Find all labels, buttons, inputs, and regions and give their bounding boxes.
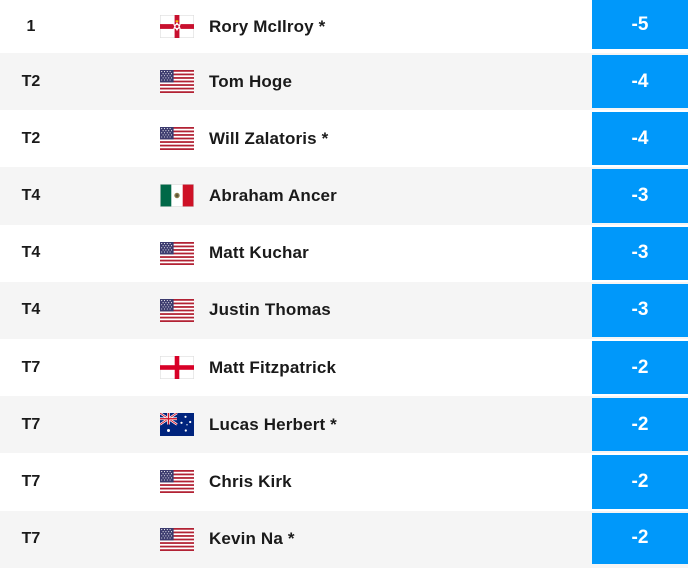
score-badge: -3 [592, 169, 688, 223]
leaderboard-row[interactable]: T2 Tom Hoge -4 [0, 53, 688, 111]
flag-england-icon [160, 356, 194, 380]
position-label: T2 [21, 72, 41, 90]
player-name: Kevin Na * [209, 529, 295, 549]
position-label: T4 [21, 186, 41, 204]
flag-usa-icon [160, 127, 194, 151]
position-label: T4 [21, 244, 41, 262]
player-name: Chris Kirk [209, 471, 292, 491]
score-badge: -3 [592, 283, 688, 337]
score-badge: -2 [592, 340, 688, 395]
score-badge: -5 [592, 0, 688, 49]
player-name: Lucas Herbert * [209, 414, 337, 434]
score-badge: -4 [592, 55, 688, 109]
leaderboard-row[interactable]: T7 Kevin Na * -2 [0, 510, 688, 568]
flag-usa-icon [160, 241, 194, 265]
position-label: T7 [21, 358, 41, 376]
score-badge: -2 [592, 512, 688, 564]
flag-usa-icon [160, 527, 194, 551]
score-badge: -2 [592, 398, 688, 452]
leaderboard-row[interactable]: T7 Matt Fitzpatrick -2 [0, 339, 688, 396]
player-name: Tom Hoge [209, 71, 293, 91]
position-label: 1 [26, 17, 36, 35]
leaderboard-row[interactable]: T7 Lucas Herbert * -2 [0, 396, 688, 454]
flag-usa-icon [160, 70, 194, 94]
score-badge: -2 [592, 455, 688, 509]
score-badge: -3 [592, 226, 688, 280]
player-name: Abraham Ancer [209, 185, 337, 205]
position-label: T7 [21, 472, 41, 490]
leaderboard-row[interactable]: T4 Matt Kuchar -3 [0, 225, 688, 282]
leaderboard-row[interactable]: 1 Rory McIlroy * -5 [0, 0, 688, 53]
player-name: Will Zalatoris * [209, 128, 329, 148]
leaderboard-row[interactable]: T4 Abraham Ancer -3 [0, 167, 688, 225]
player-name: Matt Kuchar [209, 243, 309, 263]
flag-usa-icon [160, 470, 194, 494]
position-label: T7 [21, 530, 41, 548]
player-name: Rory McIlroy * [209, 16, 326, 36]
leaderboard-row[interactable]: T7 Chris Kirk -2 [0, 453, 688, 510]
score-badge: -4 [592, 112, 688, 166]
position-label: T7 [21, 415, 41, 433]
player-name: Matt Fitzpatrick [209, 357, 337, 377]
flag-usa-icon [160, 298, 194, 322]
position-label: T2 [21, 129, 41, 147]
leaderboard-row[interactable]: T2 Will Zalatoris * -4 [0, 110, 688, 167]
position-label: T4 [21, 301, 41, 319]
leaderboard-row[interactable]: T4 Justin Thomas -3 [0, 281, 688, 339]
player-name: Justin Thomas [209, 300, 331, 320]
flag-northern-ireland-icon [160, 15, 194, 38]
flag-mexico-icon [160, 184, 194, 208]
flag-australia-icon [160, 413, 194, 437]
